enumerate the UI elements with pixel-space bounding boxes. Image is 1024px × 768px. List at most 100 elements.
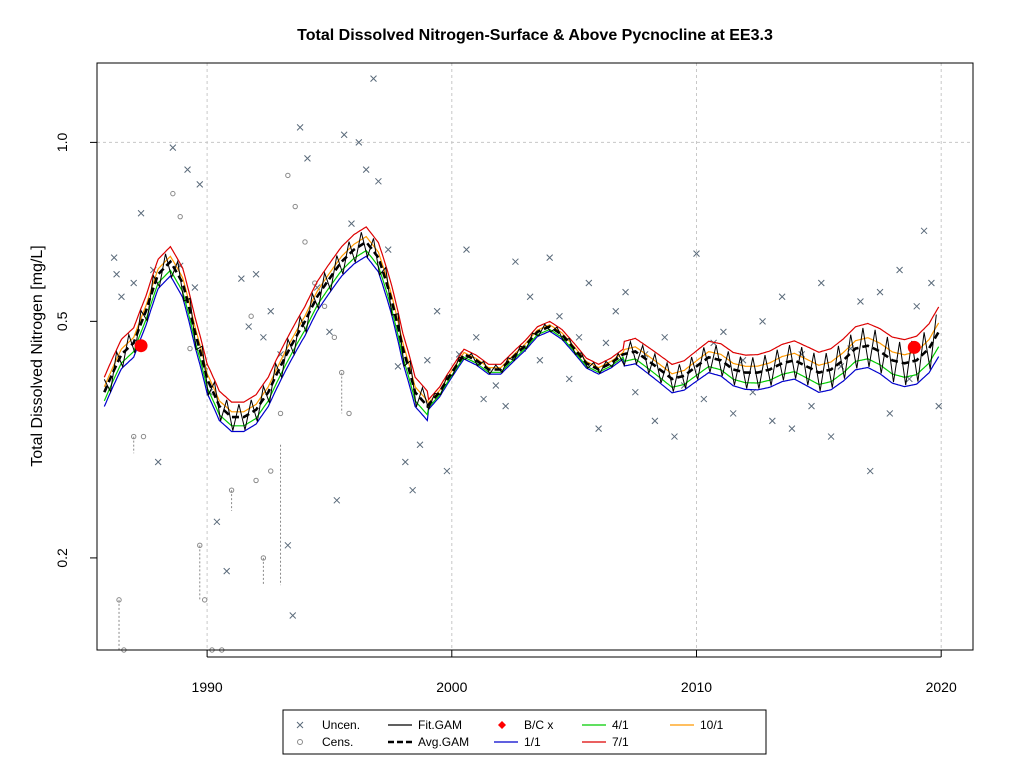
y-axis-label: Total Dissolved Nitrogen [mg/L]: [29, 245, 46, 466]
y-tick-label-2: 1.0: [54, 132, 70, 152]
legend-circle-icon: [297, 739, 303, 745]
uncensored-point-27: [326, 328, 333, 336]
uncensored-point-24: [296, 123, 304, 131]
uncensored-point-25: [304, 155, 311, 162]
uncensored-point-88: [886, 410, 894, 417]
uncensored-point-51: [526, 293, 534, 301]
uncensored-point-18: [252, 270, 260, 278]
censored-point-23: [338, 369, 345, 376]
uncensored-point-58: [595, 425, 602, 432]
legend-label-2: Fit.GAM: [418, 718, 462, 732]
legend-label-7: 7/1: [612, 735, 629, 749]
uncensored-point-33: [370, 75, 377, 83]
uncensored-point-44: [463, 246, 470, 254]
uncensored-point-60: [612, 307, 620, 315]
uncensored-point-23: [289, 612, 297, 619]
uncensored-point-77: [778, 293, 786, 301]
uncensored-point-47: [492, 382, 500, 389]
legend-entry-4: B/C x: [498, 718, 553, 732]
uncensored-point-80: [808, 402, 815, 410]
x-tick-label-2: 2010: [681, 679, 712, 695]
legend-box: [282, 709, 767, 755]
censored-point-0: [116, 597, 122, 603]
grid: [97, 63, 973, 650]
uncensored-point-72: [729, 410, 737, 417]
uncensored-point-3: [130, 279, 138, 287]
uncensored-point-46: [480, 395, 487, 403]
censored-point-8: [201, 597, 208, 603]
x-tick-label-1: 2000: [436, 679, 467, 695]
uncensored-point-75: [759, 317, 766, 325]
censored-point-3: [140, 433, 147, 440]
legend-entry-8: 10/1: [670, 718, 724, 732]
uncensored-point-81: [817, 279, 825, 287]
uncensored-point-31: [355, 139, 363, 146]
y-axis: 0.2 0.5 1.0: [54, 132, 97, 568]
uncensored-point-71: [720, 328, 727, 336]
uncensored-point-54: [556, 312, 563, 320]
uncensored-point-4: [137, 209, 145, 217]
censored-point-7: [197, 542, 203, 549]
uncensored-point-2: [118, 293, 125, 301]
uncensored-point-76: [768, 417, 776, 425]
legend-entry-5: 1/1: [494, 735, 541, 749]
uncensored-point-28: [333, 496, 341, 504]
uncensored-point-64: [651, 417, 659, 425]
y-tick-label-1: 0.5: [54, 311, 70, 331]
bc-point-0: [134, 339, 148, 353]
uncensored-point-7: [169, 144, 177, 151]
censored-point-18: [292, 203, 298, 210]
uncensored-point-89: [896, 266, 903, 274]
uncensored-point-82: [827, 433, 835, 440]
censored-point-14: [260, 555, 267, 561]
censored-point-19: [302, 239, 308, 245]
chart-title: Total Dissolved Nitrogen-Surface & Above…: [297, 27, 773, 44]
censored-point-24: [346, 410, 352, 417]
uncensored-point-61: [622, 288, 629, 296]
uncensored-point-22: [284, 541, 292, 549]
line-avg-gam: [103, 240, 940, 419]
legend-label-5: 1/1: [524, 735, 541, 749]
uncensored-point-9: [184, 166, 191, 173]
line-fit-gam: [103, 232, 937, 431]
uncensored-point-11: [196, 180, 204, 188]
uncensored-point-69: [700, 395, 708, 403]
uncensored-point-55: [565, 375, 573, 383]
uncensored-point-38: [409, 486, 417, 494]
uncensored-point-29: [340, 131, 348, 139]
uncensored-point-56: [575, 333, 583, 341]
x-tick-label-0: 1990: [192, 679, 223, 695]
line-7-1: [103, 226, 940, 403]
uncensored-point-17: [245, 323, 253, 330]
uncensored-point-42: [443, 467, 451, 475]
uncensored-point-15: [223, 567, 231, 575]
censored-point-17: [285, 172, 291, 179]
legend-label-0: Uncen.: [322, 718, 360, 732]
uncensored-point-20: [267, 307, 275, 315]
uncensored-point-10: [191, 284, 199, 291]
x-tick-label-3: 2020: [926, 679, 957, 695]
y-tick-label-0: 0.2: [54, 548, 70, 568]
gam-lines-layer: [103, 226, 940, 433]
censored-point-2: [131, 433, 137, 440]
uncensored-point-39: [416, 441, 424, 449]
censored-point-15: [268, 468, 274, 474]
uncensored-point-78: [788, 425, 796, 432]
uncensored-point-65: [661, 333, 669, 341]
legend-diamond-icon: [498, 721, 506, 729]
uncensored-point-49: [512, 258, 519, 266]
uncensored-point-94: [935, 402, 943, 410]
censored-point-21: [321, 303, 328, 310]
uncensored-point-6: [154, 458, 162, 466]
uncensored-point-35: [384, 246, 392, 254]
uncensored-point-14: [213, 518, 221, 526]
uncensored-point-87: [876, 288, 884, 296]
censored-point-11: [228, 487, 235, 493]
legend-label-4: B/C x: [524, 718, 553, 732]
uncensored-point-48: [502, 402, 509, 410]
line-4-1: [103, 249, 940, 427]
legend-label-6: 4/1: [612, 718, 629, 732]
uncensored-point-40: [423, 356, 431, 364]
uncensored-point-59: [602, 339, 610, 347]
